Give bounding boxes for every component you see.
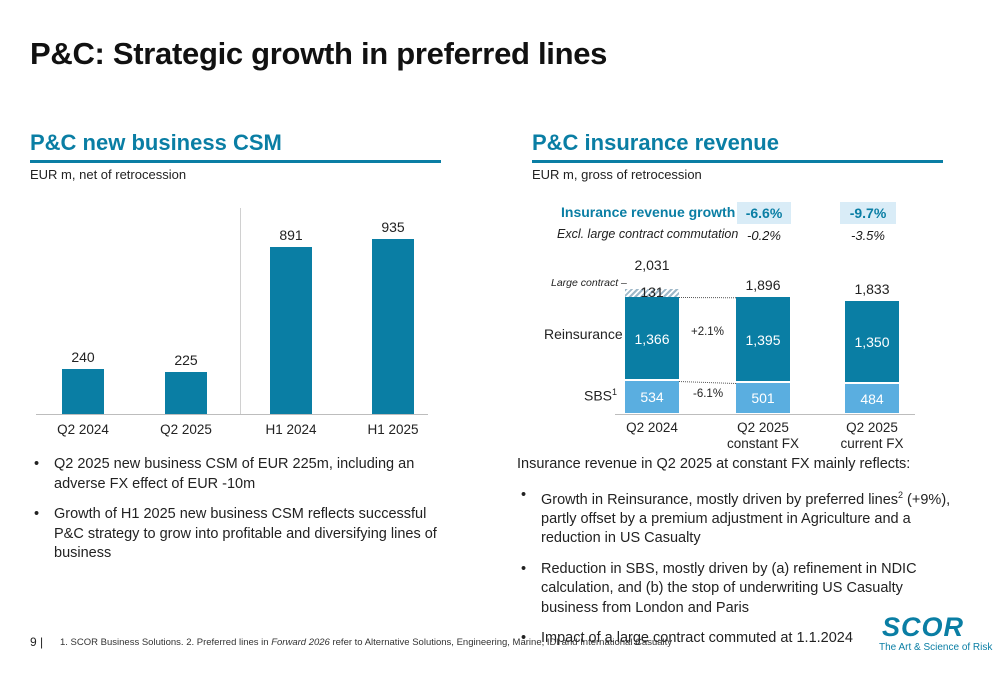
sbs-bar-segment [845,384,899,413]
page-title: P&C: Strategic growth in preferred lines [30,36,608,71]
right-section-rule [532,160,943,163]
right-bullet-2: Reduction in SBS, mostly driven by (a) r… [517,560,962,619]
left-bullet-2: Growth of H1 2025 new business CSM refle… [30,505,460,564]
left-section-rule [30,160,441,163]
sbs-segment-label: 501 [751,390,775,407]
csm-bar [270,247,312,414]
scor-logo: SCOR [882,612,965,642]
csm-value-label: 240 [71,349,95,366]
revenue-tick-label: Q2 2024 [595,420,709,436]
right-section-heading: P&C insurance revenue [532,130,779,155]
csm-tick-label: H1 2024 [265,422,317,437]
csm-tick-label: Q2 2025 [160,422,212,437]
right-intro: Insurance revenue in Q2 2025 at constant… [517,456,911,472]
revenue-tick-line: current FX [840,436,904,451]
sbs-segment-label: 534 [640,389,664,406]
revenue-tick-line: Q2 2024 [626,420,678,435]
reinsurance-segment-label: 1,366 [634,330,670,347]
growth-label: Insurance revenue growth [561,204,736,220]
revenue-tick-label: Q2 2025 current FX [815,420,929,452]
reinsurance-label: Reinsurance [544,326,623,342]
revenue-tick-line: constant FX [726,436,800,451]
revenue-tick-label: Q2 2025 constant FX [706,420,820,452]
reinsurance-bar-segment [736,297,790,382]
csm-value-label: 225 [174,351,198,368]
sbs-bar-segment [625,381,679,413]
excl-value-current-fx: -3.5% [851,228,885,243]
large-contract-segment-label: 131 [640,284,664,300]
total-label: 2,031 [634,257,670,273]
total-label: 1,833 [854,281,890,298]
csm-bar [62,369,104,414]
total-label: 1,896 [745,277,781,294]
csm-value-label: 891 [279,227,303,244]
chart-baseline [36,414,428,415]
connector-line [678,381,736,385]
chart-separator-line [240,208,241,415]
page-number: 9 | [30,635,44,649]
sbs-segment-label: 484 [860,390,884,407]
sbs-change: -6.1% [693,388,724,400]
right-bullet-3: Impact of a large contract commuted at 1… [517,629,962,649]
right-bullet-1: Growth in Reinsurance, mostly driven by … [517,486,962,549]
sbs-label: SBS1 [584,387,618,404]
reinsurance-bar-segment [625,297,679,380]
large-contract-bar-segment [625,289,679,298]
reinsurance-bar-segment [845,301,899,383]
csm-bar [165,371,207,414]
footnote: 1. SCOR Business Solutions. 2. Preferred… [60,637,673,648]
right-subheading: EUR m, gross of retrocession [532,167,702,182]
revenue-tick-line: Q2 2025 [737,420,789,435]
left-bullet-1: Q2 2025 new business CSM of EUR 225m, in… [30,455,460,494]
revenue-baseline [615,414,915,415]
left-subheading: EUR m, net of retrocession [30,167,187,182]
excl-label: Excl. large contract commutation [557,227,739,241]
revenue-tick-line: Q2 2025 [846,420,898,435]
growth-badge-current-fx: -9.7% [840,202,896,224]
logo-tagline: The Art & Science of Risk [879,642,993,653]
csm-value-label: 935 [381,218,405,235]
left-bullets: Q2 2025 new business CSM of EUR 225m, in… [30,455,460,575]
csm-tick-label: H1 2025 [367,422,419,437]
excl-value-constant-fx: -0.2% [747,228,781,243]
sbs-bar-segment [736,383,790,413]
right-commentary: Insurance revenue in Q2 2025 at constant… [517,455,962,660]
csm-tick-label: Q2 2024 [57,422,109,437]
left-section-heading: P&C new business CSM [30,130,282,155]
reinsurance-segment-label: 1,350 [854,334,890,351]
csm-bar [372,238,414,414]
reinsurance-segment-label: 1,395 [745,331,781,348]
growth-badge-constant-fx: -6.6% [737,202,791,224]
connector-line [678,297,736,299]
large-contract-label: Large contract – [551,277,627,289]
reinsurance-change: +2.1% [691,326,724,338]
